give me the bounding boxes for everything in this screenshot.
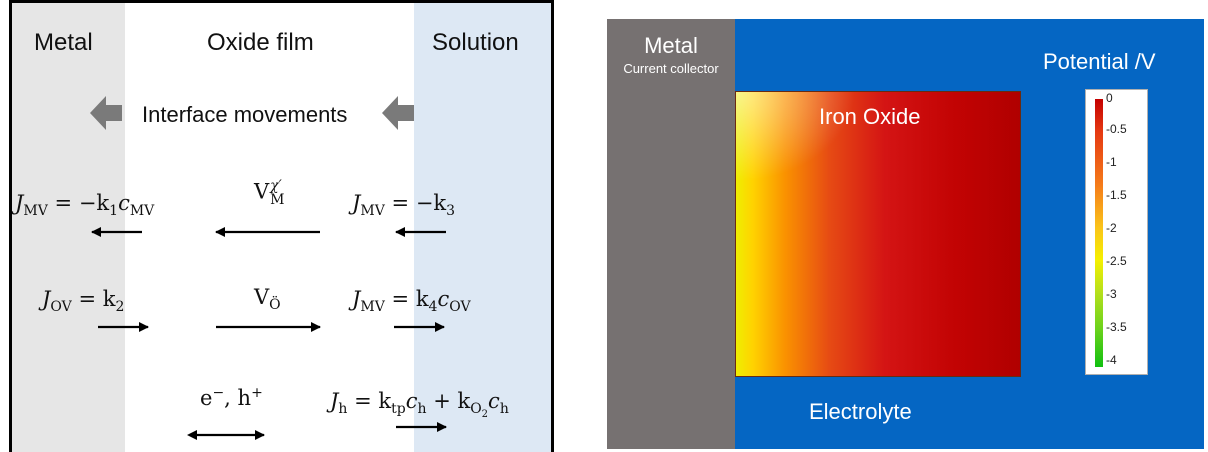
oxide-zone-title: Oxide film	[207, 29, 314, 56]
solution-zone	[414, 3, 551, 452]
colorbar-tick: -2	[1106, 221, 1117, 235]
left-arrow-icon	[90, 96, 122, 130]
colorbar-tick: -2.5	[1106, 254, 1127, 268]
metal-zone-title: Metal	[34, 29, 93, 56]
current-collector-label: Current collector	[623, 61, 719, 76]
electrolyte-label: Electrolyte	[809, 399, 912, 424]
flux-arrows	[91, 227, 447, 440]
oxygen-vacancy-symbol: VÖ	[254, 285, 281, 314]
colorbar-gradient	[1095, 99, 1103, 367]
metal-label: Metal	[644, 33, 698, 58]
defect-diagram: Metal Oxide film Solution Interface move…	[9, 0, 554, 452]
colorbar-title: Potential /V	[1043, 49, 1156, 74]
colorbar-tick: -3	[1106, 287, 1117, 301]
colorbar: 0 -0.5 -1 -1.5 -2 -2.5 -3 -3.5 -4	[1085, 89, 1148, 375]
left-arrow-icon	[382, 96, 414, 130]
colorbar-tick: -3.5	[1106, 320, 1127, 334]
metal-current-collector	[607, 19, 735, 449]
electron-hole-symbol: e−, h+	[200, 385, 263, 410]
flux-equation-metal-ov: JOV = k2	[42, 287, 125, 316]
metal-zone	[12, 3, 125, 452]
colorbar-tick: -1.5	[1106, 188, 1127, 202]
flux-equation-solution-mv: JMV = −k3	[352, 191, 456, 220]
flux-equation-solution-ov: JMV = k4cOV	[352, 287, 471, 316]
colorbar-tick: -0.5	[1106, 122, 1127, 136]
iron-oxide-label: Iron Oxide	[819, 104, 921, 129]
flux-equation-holes: Jh = ktpch + kO2ch	[330, 389, 509, 420]
potential-gradient-highlight	[735, 91, 1021, 377]
colorbar-tick: 0	[1106, 91, 1113, 105]
iron-oxide-potential-field	[735, 91, 1021, 377]
colorbar-tick: -4	[1106, 353, 1117, 367]
potential-simulation-figure: Metal Current collector Iron Oxide Elect…	[607, 19, 1204, 449]
oxide-outline	[735, 91, 1021, 377]
solution-zone-title: Solution	[432, 29, 519, 56]
interface-movements-label: Interface movements	[142, 102, 348, 127]
flux-equation-metal-mv: JMV = −k1cMV	[15, 191, 155, 220]
colorbar-tick: -1	[1106, 155, 1117, 169]
